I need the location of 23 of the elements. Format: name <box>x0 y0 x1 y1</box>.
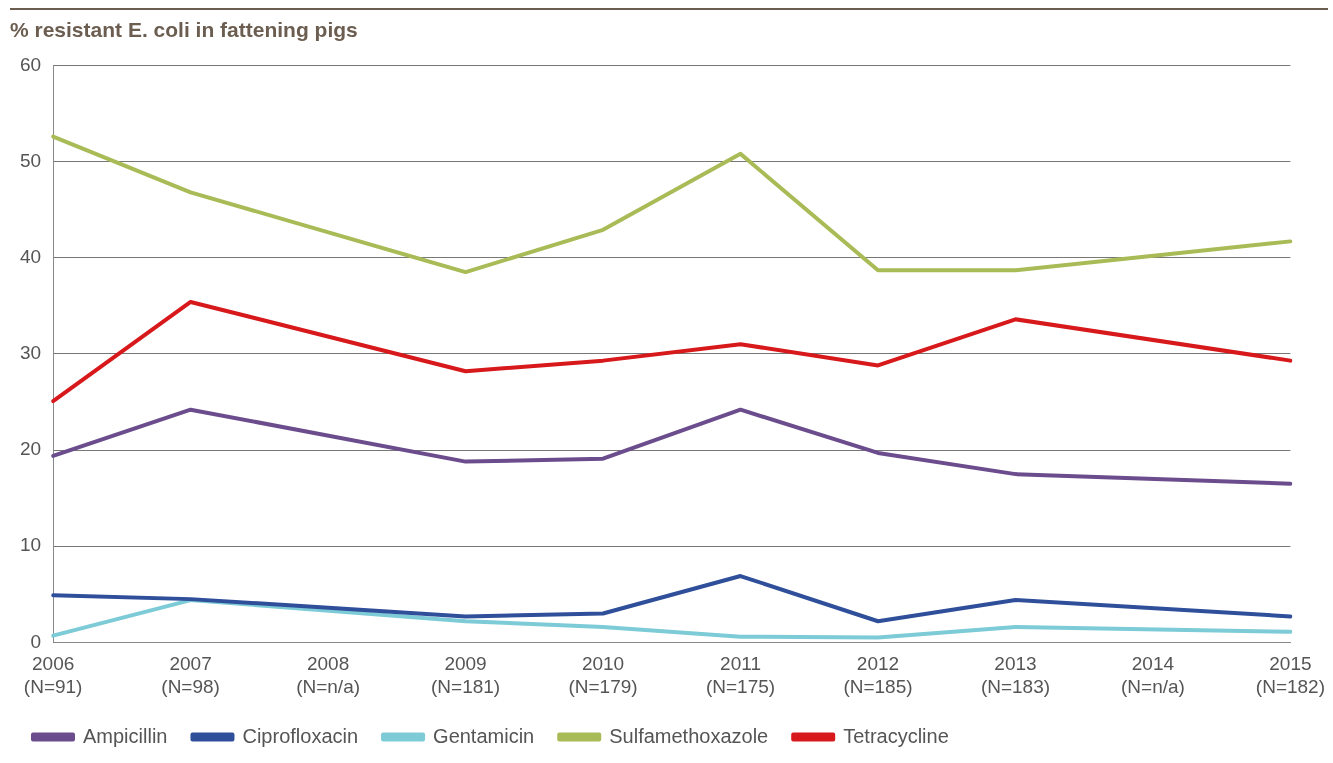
legend-label: Gentamicin <box>433 724 535 747</box>
y-tick-label: 0 <box>30 630 42 652</box>
x-tick-label: 2015 (N=182) <box>1255 653 1325 697</box>
x-tick-label: 2006 (N=91) <box>23 653 83 697</box>
x-tick-label: 2010 (N=179) <box>568 653 638 697</box>
x-tick-label: 2011 (N=175) <box>705 653 776 697</box>
y-tick-label: 60 <box>19 53 42 75</box>
legend-label: Ampicillin <box>83 724 168 747</box>
x-tick-label: 2012 (N=185) <box>843 653 913 697</box>
legend-label: Sulfamethoxazole <box>609 724 769 747</box>
y-tick-label: 10 <box>19 534 42 556</box>
x-tick-label: 2014 (N=n/a) <box>1120 653 1185 697</box>
x-tick-label: 2008 (N=n/a) <box>296 653 361 697</box>
x-tick-label: 2013 (N=183) <box>980 653 1051 697</box>
x-tick-label: 2007 (N=98) <box>161 653 220 697</box>
y-tick-label: 40 <box>19 245 42 267</box>
chart-title: % resistant E. coli in fattening pigs <box>10 8 1328 42</box>
x-tick-label: 2009 (N=181) <box>430 653 501 697</box>
y-tick-label: 50 <box>19 149 42 171</box>
legend-label: Ciprofloxacin <box>242 724 359 747</box>
y-tick-label: 30 <box>19 342 42 364</box>
y-tick-label: 20 <box>19 438 42 460</box>
legend-label: Tetracycline <box>843 724 949 747</box>
